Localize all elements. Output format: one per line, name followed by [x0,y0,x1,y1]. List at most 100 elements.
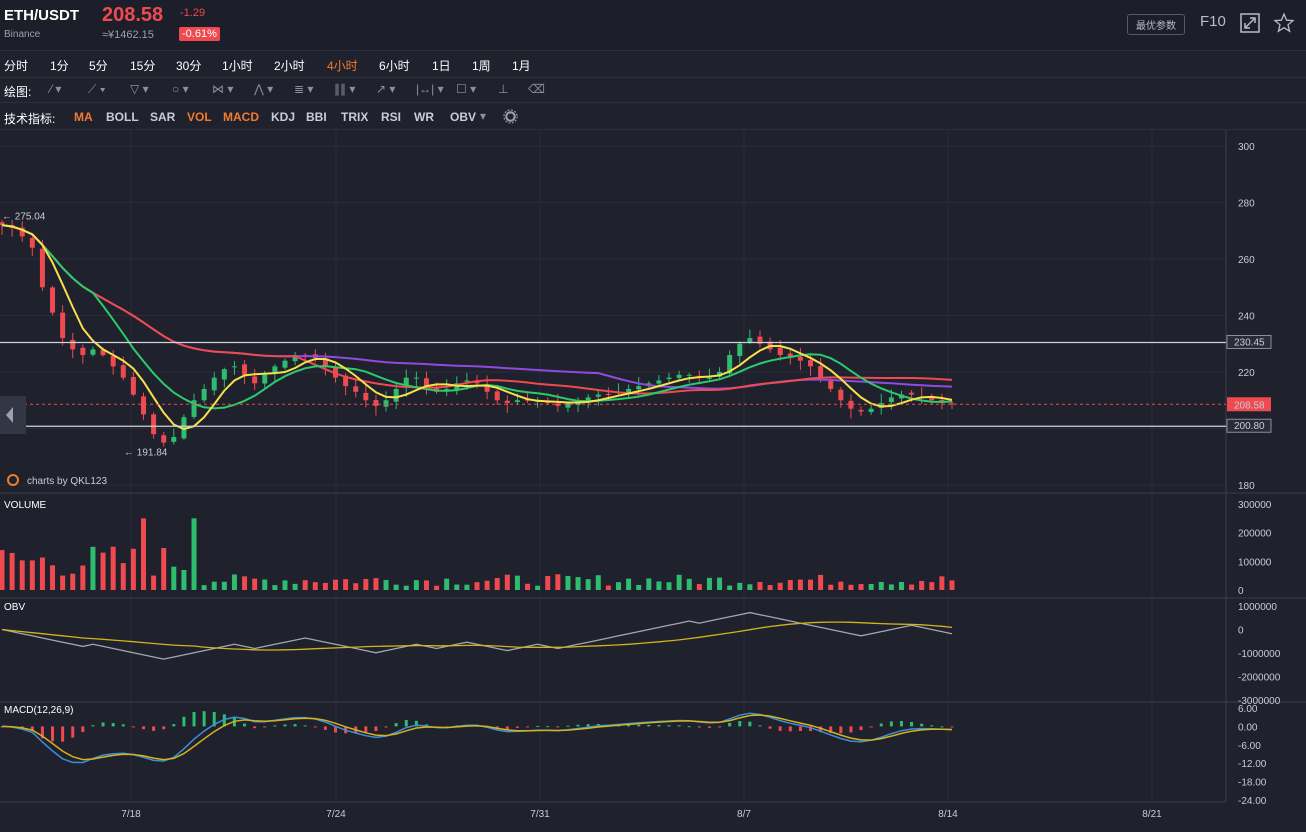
timeframe-tab[interactable]: 1月 [512,59,531,73]
line-tool-icon[interactable]: ⁄ ▾ [50,82,62,96]
candle-body [666,377,672,380]
candle-body [50,287,56,313]
volume-bar [636,584,642,590]
cny-price: ≈¥1462.15 [102,29,154,41]
volume-bar [151,575,157,590]
obv-axis-tick: -1000000 [1238,649,1281,660]
macd-histogram-bar [738,721,742,727]
timeframe-tab[interactable]: 30分 [176,59,202,73]
timeframe-tab[interactable]: 1分 [50,59,69,73]
macd-histogram-bar [819,726,823,733]
timeframe-bar: 分时 1分 5分 15分 30分 1小时 2小时 4小时 6小时 1日 1周 1… [0,51,1306,78]
bars-tool-icon[interactable]: ∥∥ ▾ [334,82,356,96]
macd-histogram-bar [879,723,883,727]
timeframe-tab[interactable]: 分时 [4,59,29,73]
time-axis-tick: 8/21 [1142,809,1162,820]
indicator-bbi[interactable]: BBI [306,110,327,124]
candle-body [70,339,76,350]
candle-body [514,400,520,402]
timeframe-tab[interactable]: 5分 [89,59,108,73]
chart-area[interactable]: 230.45 200.80 208.58 ← 275.04 ← 191.84 300 28… [0,130,1306,832]
volume-bar [80,565,86,590]
macd-histogram-bar [505,726,509,730]
indicator-boll[interactable]: BOLL [106,110,139,124]
volume-bar [19,560,25,590]
macd-histogram-bar [414,720,418,727]
candle-body [90,349,96,355]
level-label: 200.80 [1234,421,1265,432]
indicator-ma[interactable]: MA [74,110,93,124]
chevron-left-icon[interactable] [6,407,13,423]
indicator-trix[interactable]: TRIX [341,110,369,124]
candle-body [353,386,359,392]
obv-ma-line [1,621,953,651]
triangle-tool-icon[interactable]: ▽ ▾ [130,82,149,96]
timeframe-tab[interactable]: 6小时 [379,59,410,73]
grid-lines [0,130,1226,802]
candle-body [565,403,571,408]
candle-body [585,397,591,401]
indicator-kdj[interactable]: KDJ [271,110,296,124]
volume-bar [939,576,945,590]
macd-histogram-bar [526,726,530,728]
macd-histogram-bar [303,725,307,727]
timeframe-tab[interactable]: 1周 [472,59,491,73]
volume-bar [464,584,470,590]
indicator-sar[interactable]: SAR [150,110,176,124]
candle-body [737,343,743,357]
candle-body [605,393,611,395]
timeframe-tab[interactable]: 2小时 [274,59,305,73]
f10-button[interactable]: F10 [1200,13,1226,30]
macd-histogram-bar [273,725,277,727]
watermark: charts by QKL123 [7,474,107,487]
volume-bar [949,580,955,590]
comment-tool-icon[interactable]: ☐ ▾ [456,82,477,96]
delete-tool-icon[interactable]: ⌫ [528,82,545,96]
drawing-label: 绘图: [4,85,32,99]
macd-axis-tick: -6.00 [1238,741,1261,752]
macd-histogram-bar [293,724,297,727]
path-tool-icon[interactable]: ⋀ ▾ [254,82,274,96]
volume-bar [767,585,773,590]
volume-bar [242,576,248,590]
arrow-tool-icon[interactable]: ↗ ▾ [376,82,396,96]
volume-bar [757,581,763,590]
volume-bar [494,578,500,590]
macd-histogram-bar [152,726,156,731]
candle-body [626,388,632,393]
volume-bar [181,570,187,590]
indicator-wr[interactable]: WR [414,110,434,124]
measure-tool-icon[interactable]: ⊥ [498,82,509,96]
indicator-vol[interactable]: VOL [187,110,212,124]
settings-gear-icon[interactable] [503,109,518,124]
fullscreen-icon[interactable] [1239,12,1261,34]
indicator-macd[interactable]: MACD [223,110,259,124]
volume-bar [595,575,601,590]
obv-axis-tick: -3000000 [1238,696,1281,707]
range-tool-icon[interactable]: |↔| ▾ [416,82,444,96]
star-icon[interactable] [1273,12,1295,34]
indicator-rsi[interactable]: RSI [381,110,402,124]
timeframe-tab[interactable]: 1小时 [222,59,253,73]
volume-bar [626,578,632,590]
timeframe-tab-active[interactable]: 4小时 [327,59,358,73]
macd-histogram-bar [546,726,550,728]
timeframe-tab[interactable]: 15分 [130,59,156,73]
macd-histogram-bar [232,717,236,727]
fib-tool-icon[interactable]: ≣ ▾ [294,82,314,96]
zigzag-tool-icon[interactable]: ⋈ ▾ [212,82,234,96]
timeframe-tab[interactable]: 1日 [432,59,451,73]
macd-histogram-bar [728,722,732,727]
circle-tool-icon[interactable]: ○ ▾ [172,82,189,96]
time-axis-tick: 7/18 [121,809,141,820]
indicator-obv[interactable]: OBV [450,110,477,124]
candle-body [221,369,227,380]
macd-axis-tick: -24.00 [1238,796,1267,807]
pen-tool-icon[interactable]: ⟋ ▾ [88,82,106,96]
best-params-button[interactable]: 最优参数 [1127,14,1185,35]
macd-histogram-bar [141,726,145,730]
indicator-dropdown-icon[interactable]: ▾ [480,109,487,123]
candle-body [110,355,116,367]
volume-bar [686,578,692,590]
axes: 300 280 260 240 220 180 7/18 7/24 7/31 8/7 8/14 8/2… [121,142,1280,820]
